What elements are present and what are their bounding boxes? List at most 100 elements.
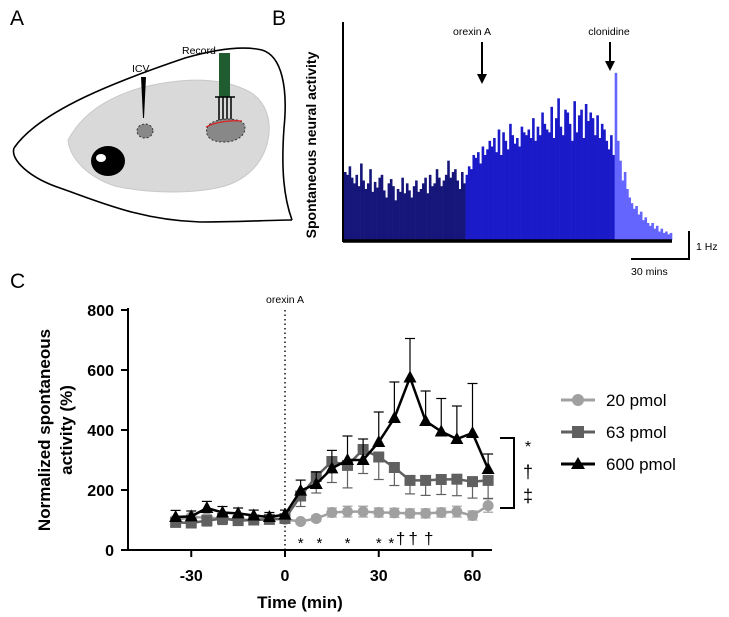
- icv-label: ICV: [132, 63, 150, 75]
- trace-ylabel: Spontaneous neural activity: [303, 51, 319, 238]
- trace-bin: [545, 129, 549, 240]
- trace-bin: [573, 101, 576, 240]
- trace-bin: [435, 169, 439, 240]
- trace-bin: [355, 174, 359, 240]
- trace-bin: [614, 72, 618, 240]
- data-point: [342, 459, 353, 471]
- data-point: [185, 517, 197, 529]
- trace-bin: [472, 155, 476, 240]
- data-point: [231, 506, 245, 519]
- neural-trace-panel: Spontaneous neural activity orexin A clo…: [303, 22, 718, 278]
- data-point: [451, 473, 463, 485]
- trace-bin: [610, 135, 613, 240]
- rat-head-diagram: ICV Record: [12, 45, 293, 223]
- clonidine-event-label: clonidine: [588, 26, 630, 38]
- significance-star: *: [298, 535, 304, 552]
- trace-bin: [490, 146, 494, 240]
- trace-bin: [589, 112, 593, 240]
- trace-bin: [619, 160, 622, 240]
- trace-bin: [417, 191, 420, 240]
- trace-bin: [421, 183, 425, 240]
- trace-bin: [360, 163, 363, 240]
- trace-bin: [497, 129, 501, 240]
- significance-star: *: [316, 535, 322, 552]
- data-point: [420, 507, 432, 519]
- data-point: [373, 507, 385, 518]
- data-point: [467, 476, 478, 488]
- trace-bin: [447, 160, 450, 240]
- trace-bin: [520, 126, 524, 240]
- trace-bin: [382, 190, 386, 240]
- data-point: [388, 462, 400, 473]
- significance-star: *: [376, 535, 382, 552]
- rat-eye: [91, 146, 125, 176]
- trace-bin: [353, 183, 356, 240]
- trace-bin: [502, 132, 505, 240]
- panel-letter-c: C: [10, 270, 25, 293]
- legend-square-marker: [572, 426, 584, 438]
- trace-bin: [449, 177, 453, 240]
- data-point: [169, 510, 183, 522]
- bracket-symbol-dagger: †: [523, 462, 533, 482]
- trace-bin: [456, 180, 459, 240]
- trace-bin: [644, 217, 648, 240]
- recording-region-highlight: [205, 120, 243, 128]
- trace-bin: [529, 138, 533, 240]
- trace-bin: [344, 172, 347, 240]
- trace-bin: [369, 169, 372, 240]
- trace-bin: [408, 190, 411, 240]
- trace-bin: [662, 232, 666, 240]
- chart-ylabel-line1: Normalized spontaneous: [35, 329, 54, 531]
- trace-bin: [458, 189, 462, 240]
- trace-bin: [543, 123, 547, 240]
- data-point: [420, 474, 432, 486]
- trace-bin: [499, 155, 503, 240]
- clonidine-arrow-icon: [605, 61, 615, 71]
- trace-bin: [630, 203, 634, 240]
- trace-bin: [483, 155, 487, 240]
- data-point: [295, 490, 307, 502]
- trace-bin: [626, 189, 629, 240]
- trace-bin: [346, 174, 349, 240]
- orexin-time-label: orexin A: [266, 294, 304, 306]
- trace-bin: [385, 197, 388, 240]
- trace-bin: [419, 189, 423, 240]
- trace-bin: [527, 129, 531, 240]
- trace-bin: [580, 109, 583, 240]
- trace-bin: [660, 228, 664, 240]
- data-point: [200, 501, 214, 513]
- trace-bin: [577, 115, 581, 240]
- trace-bin: [518, 146, 521, 240]
- data-point: [278, 507, 292, 520]
- trace-bin: [616, 140, 620, 240]
- data-point: [435, 507, 447, 518]
- trace-bin: [415, 180, 418, 240]
- significance-star: *: [388, 535, 394, 552]
- legend-item-600-pmol: 600 pmol: [561, 455, 676, 474]
- bracket-symbol-double-dagger: ‡: [523, 486, 533, 506]
- trace-bin: [561, 135, 565, 240]
- data-point: [451, 506, 463, 518]
- trace-bin: [587, 121, 590, 240]
- trace-bin: [454, 169, 457, 240]
- trace-bin: [362, 180, 365, 240]
- scale-bar-y-label: 1 Hz: [696, 241, 718, 253]
- legend-label-600-pmol: 600 pmol: [606, 455, 676, 474]
- legend-item-63-pmol: 63 pmol: [561, 423, 666, 442]
- chart-ylabel-line2: activity (%): [57, 385, 76, 475]
- trace-bin: [488, 140, 492, 240]
- trace-bin: [389, 179, 393, 240]
- y-tick-label: 0: [105, 543, 114, 560]
- trace-bin: [571, 140, 574, 240]
- trace-bin: [639, 211, 643, 240]
- data-point: [356, 453, 370, 465]
- trace-bin: [559, 126, 563, 240]
- x-tick-label: 30: [370, 568, 388, 585]
- icv-target-region: [136, 123, 154, 139]
- y-tick-label: 800: [87, 303, 114, 320]
- panel-letter-a: A: [10, 7, 24, 30]
- trace-bin: [541, 112, 544, 240]
- trace-bin: [477, 152, 480, 240]
- trace-bin: [440, 186, 443, 240]
- trace-bars: [344, 72, 673, 240]
